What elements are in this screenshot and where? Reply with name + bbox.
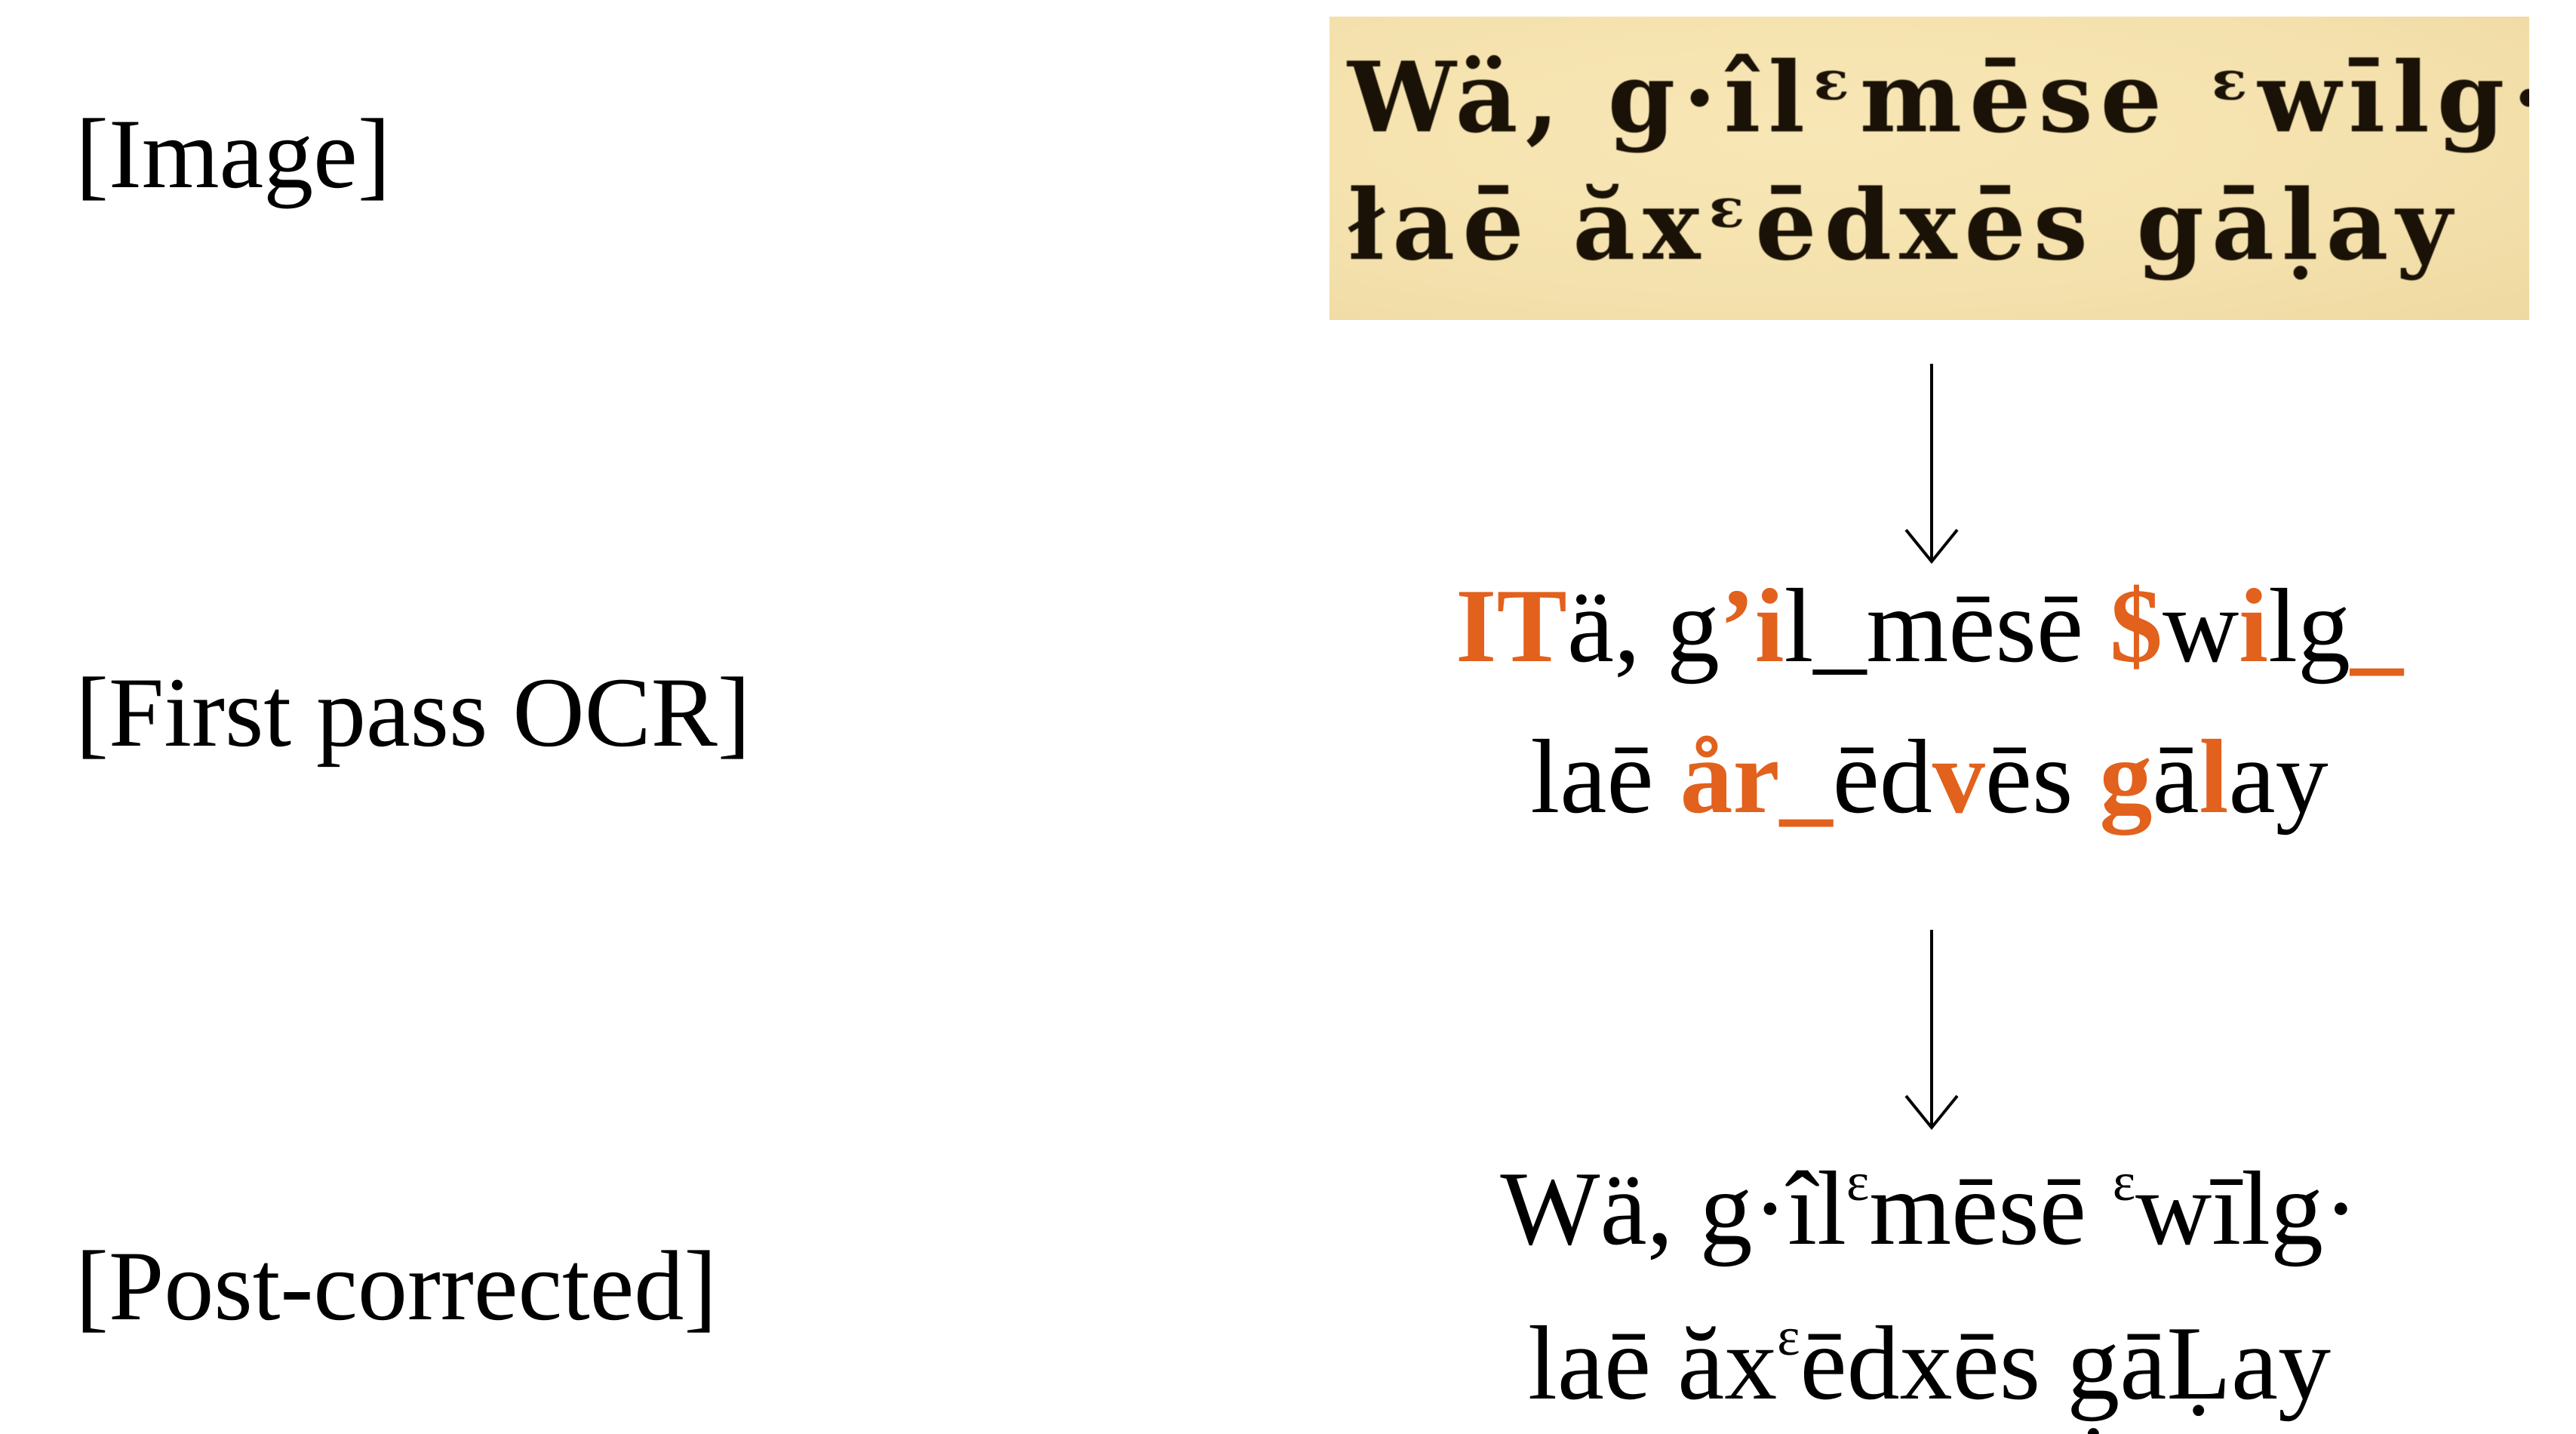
- first-pass-ocr-line-1: ITä, g’il_mēsē $wilg_: [1283, 574, 2576, 679]
- post-superscript: ɛ: [1846, 1152, 1870, 1212]
- ocr-correct-segment: ēd: [1832, 719, 1932, 835]
- label-image: [Image]: [75, 98, 391, 209]
- post-text: ēdxēs g̣āḶay: [1800, 1305, 2332, 1422]
- ocr-error-segment: år_: [1680, 719, 1833, 835]
- ocr-correct-segment: laē: [1530, 719, 1680, 835]
- label-first-pass-ocr: [First pass OCR]: [75, 657, 751, 768]
- post-text: mēsē: [1869, 1150, 2113, 1267]
- ocr-error-segment: g: [2099, 719, 2153, 835]
- ocr-correct-segment: ä, g: [1566, 568, 1720, 685]
- post-superscript: ɛ: [2112, 1152, 2136, 1212]
- ocr-correct-segment: l_mēsē: [1784, 568, 2110, 685]
- ocr-correct-segment: ay: [2228, 719, 2329, 835]
- scanned-text-image: Wä, g·îlᵋmēse ᵋwīlg· łaē ăxᵋēdxēs gāḷay: [1329, 17, 2529, 320]
- ocr-error-segment: $: [2110, 568, 2163, 685]
- ocr-error-segment: v: [1932, 719, 1985, 835]
- ocr-error-segment: _: [2350, 568, 2404, 685]
- ocr-correct-segment: lg: [2268, 568, 2351, 685]
- post-superscript: ɛ: [1777, 1306, 1800, 1367]
- label-post-corrected: [Post-corrected]: [75, 1230, 718, 1341]
- ocr-correct-segment: ēs: [1984, 719, 2100, 835]
- ocr-correct-segment: w: [2163, 568, 2239, 685]
- ocr-correct-segment: ā: [2152, 719, 2199, 835]
- ocr-error-segment: ’i: [1720, 568, 1784, 685]
- ocr-error-segment: IT: [1455, 568, 1567, 685]
- post-text: wīlg·: [2135, 1150, 2359, 1267]
- post-text: Wä, g·îl: [1500, 1150, 1847, 1267]
- down-arrow-icon: [1904, 930, 1959, 1131]
- ocr-error-segment: l: [2199, 719, 2229, 835]
- post-text: laē ăx: [1527, 1305, 1778, 1422]
- scan-line-1: Wä, g·îlᵋmēse ᵋwīlg·: [1348, 42, 2529, 155]
- scan-line-2: łaē ăxᵋēdxēs gāḷay: [1348, 168, 2460, 282]
- first-pass-ocr-line-2: laē år_ēdvēs gālay: [1283, 725, 2576, 830]
- ocr-error-segment: i: [2239, 568, 2269, 685]
- post-corrected-line-1: Wä, g·îlɛmēsē ɛwīlg·: [1283, 1155, 2576, 1262]
- down-arrow-icon: [1904, 364, 1959, 565]
- post-corrected-line-2: laē ăxɛēdxēs g̣āḶay: [1283, 1309, 2576, 1417]
